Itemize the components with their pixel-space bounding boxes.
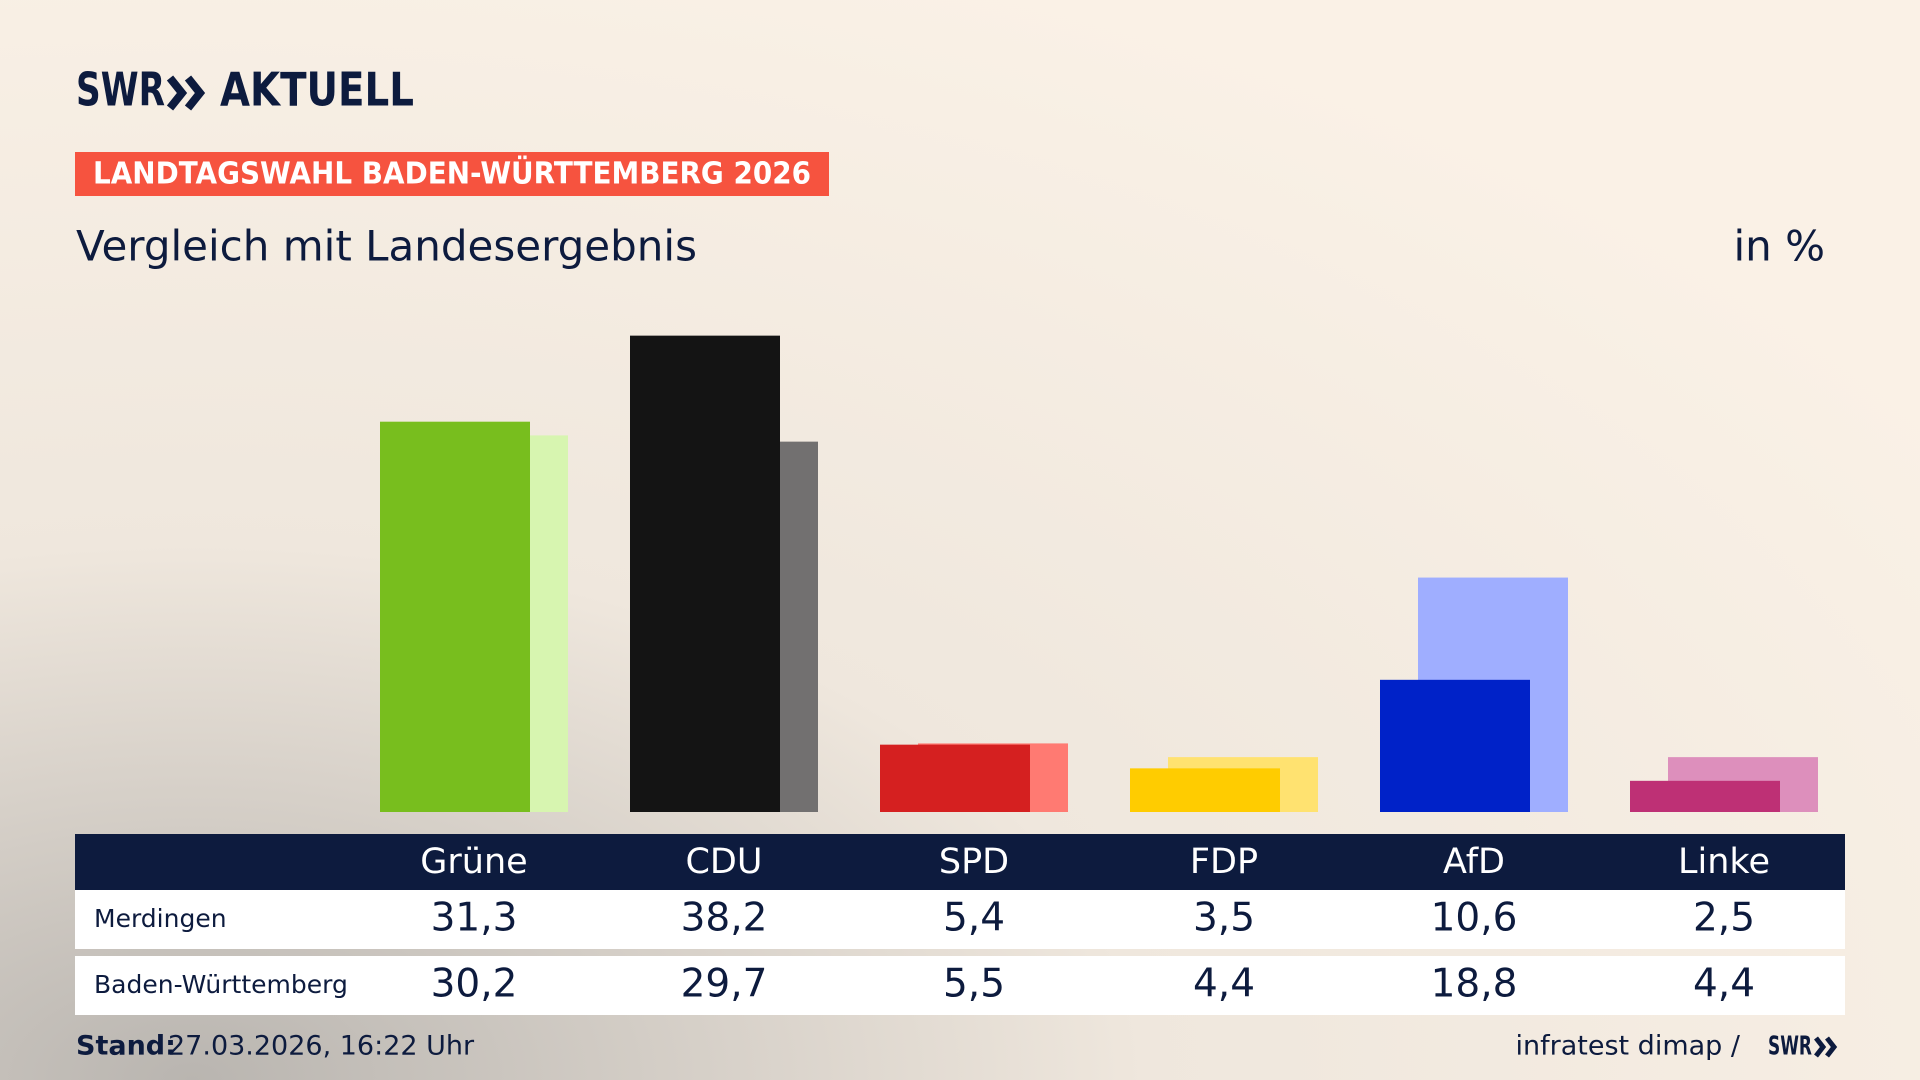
table-header <box>75 834 1845 890</box>
value-label: 5,4 <box>943 896 1005 941</box>
source: infratest dimap / <box>1515 1031 1740 1062</box>
bar <box>630 335 780 812</box>
unit-label: in % <box>1733 222 1825 271</box>
value-label: 38,2 <box>681 896 768 941</box>
column-header: CDU <box>685 842 762 882</box>
table-row <box>75 956 1845 1015</box>
value-label: 4,4 <box>1193 962 1255 1007</box>
row-label: Merdingen <box>94 904 227 933</box>
value-label: 31,3 <box>431 896 518 941</box>
value-label: 30,2 <box>431 962 518 1007</box>
value-label: 2,5 <box>1693 896 1755 941</box>
logo-chevrons <box>166 75 206 111</box>
value-label: 3,5 <box>1193 896 1255 941</box>
value-label: 4,4 <box>1693 962 1755 1007</box>
table-row <box>75 890 1845 949</box>
source-chevrons <box>1814 1036 1838 1058</box>
column-header: SPD <box>939 842 1009 882</box>
value-label: 18,8 <box>1431 962 1518 1007</box>
table: Grüne 30,2 31,3 CDU 29,7 38,2 SPD 5,5 5,4 FDP 4,4 3… <box>94 842 1770 1007</box>
logo: SWR AKTUELL <box>76 63 414 117</box>
bar <box>1380 679 1530 812</box>
value-label: 29,7 <box>681 962 768 1007</box>
logo-brand: SWR <box>76 63 165 117</box>
kicker-box <box>75 152 829 196</box>
bar <box>1130 768 1280 812</box>
source-brand: SWR <box>1768 1032 1812 1062</box>
column-header: Grüne <box>420 842 527 882</box>
logo-sub: AKTUELL <box>220 63 414 117</box>
column-header: Linke <box>1678 842 1770 882</box>
chart-title: Vergleich mit Landesergebnis <box>76 222 697 271</box>
kicker: LANDTAGSWAHL BADEN-WÜRTTEMBERG 2026 <box>93 155 811 192</box>
bar <box>380 421 530 812</box>
bar <box>1630 780 1780 812</box>
value-label: 10,6 <box>1431 896 1518 941</box>
row-label: Baden-Württemberg <box>94 970 348 999</box>
bars <box>380 335 1818 812</box>
bar <box>880 744 1030 812</box>
stand: 27.03.2026, 16:22 Uhr <box>168 1031 475 1062</box>
value-label: 5,5 <box>943 962 1005 1007</box>
column-header: AfD <box>1443 842 1505 882</box>
column-header: FDP <box>1190 842 1258 882</box>
stand-label: Stand: <box>76 1031 176 1062</box>
